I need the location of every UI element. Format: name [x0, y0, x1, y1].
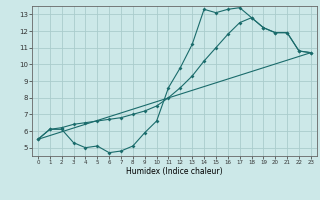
X-axis label: Humidex (Indice chaleur): Humidex (Indice chaleur) [126, 167, 223, 176]
